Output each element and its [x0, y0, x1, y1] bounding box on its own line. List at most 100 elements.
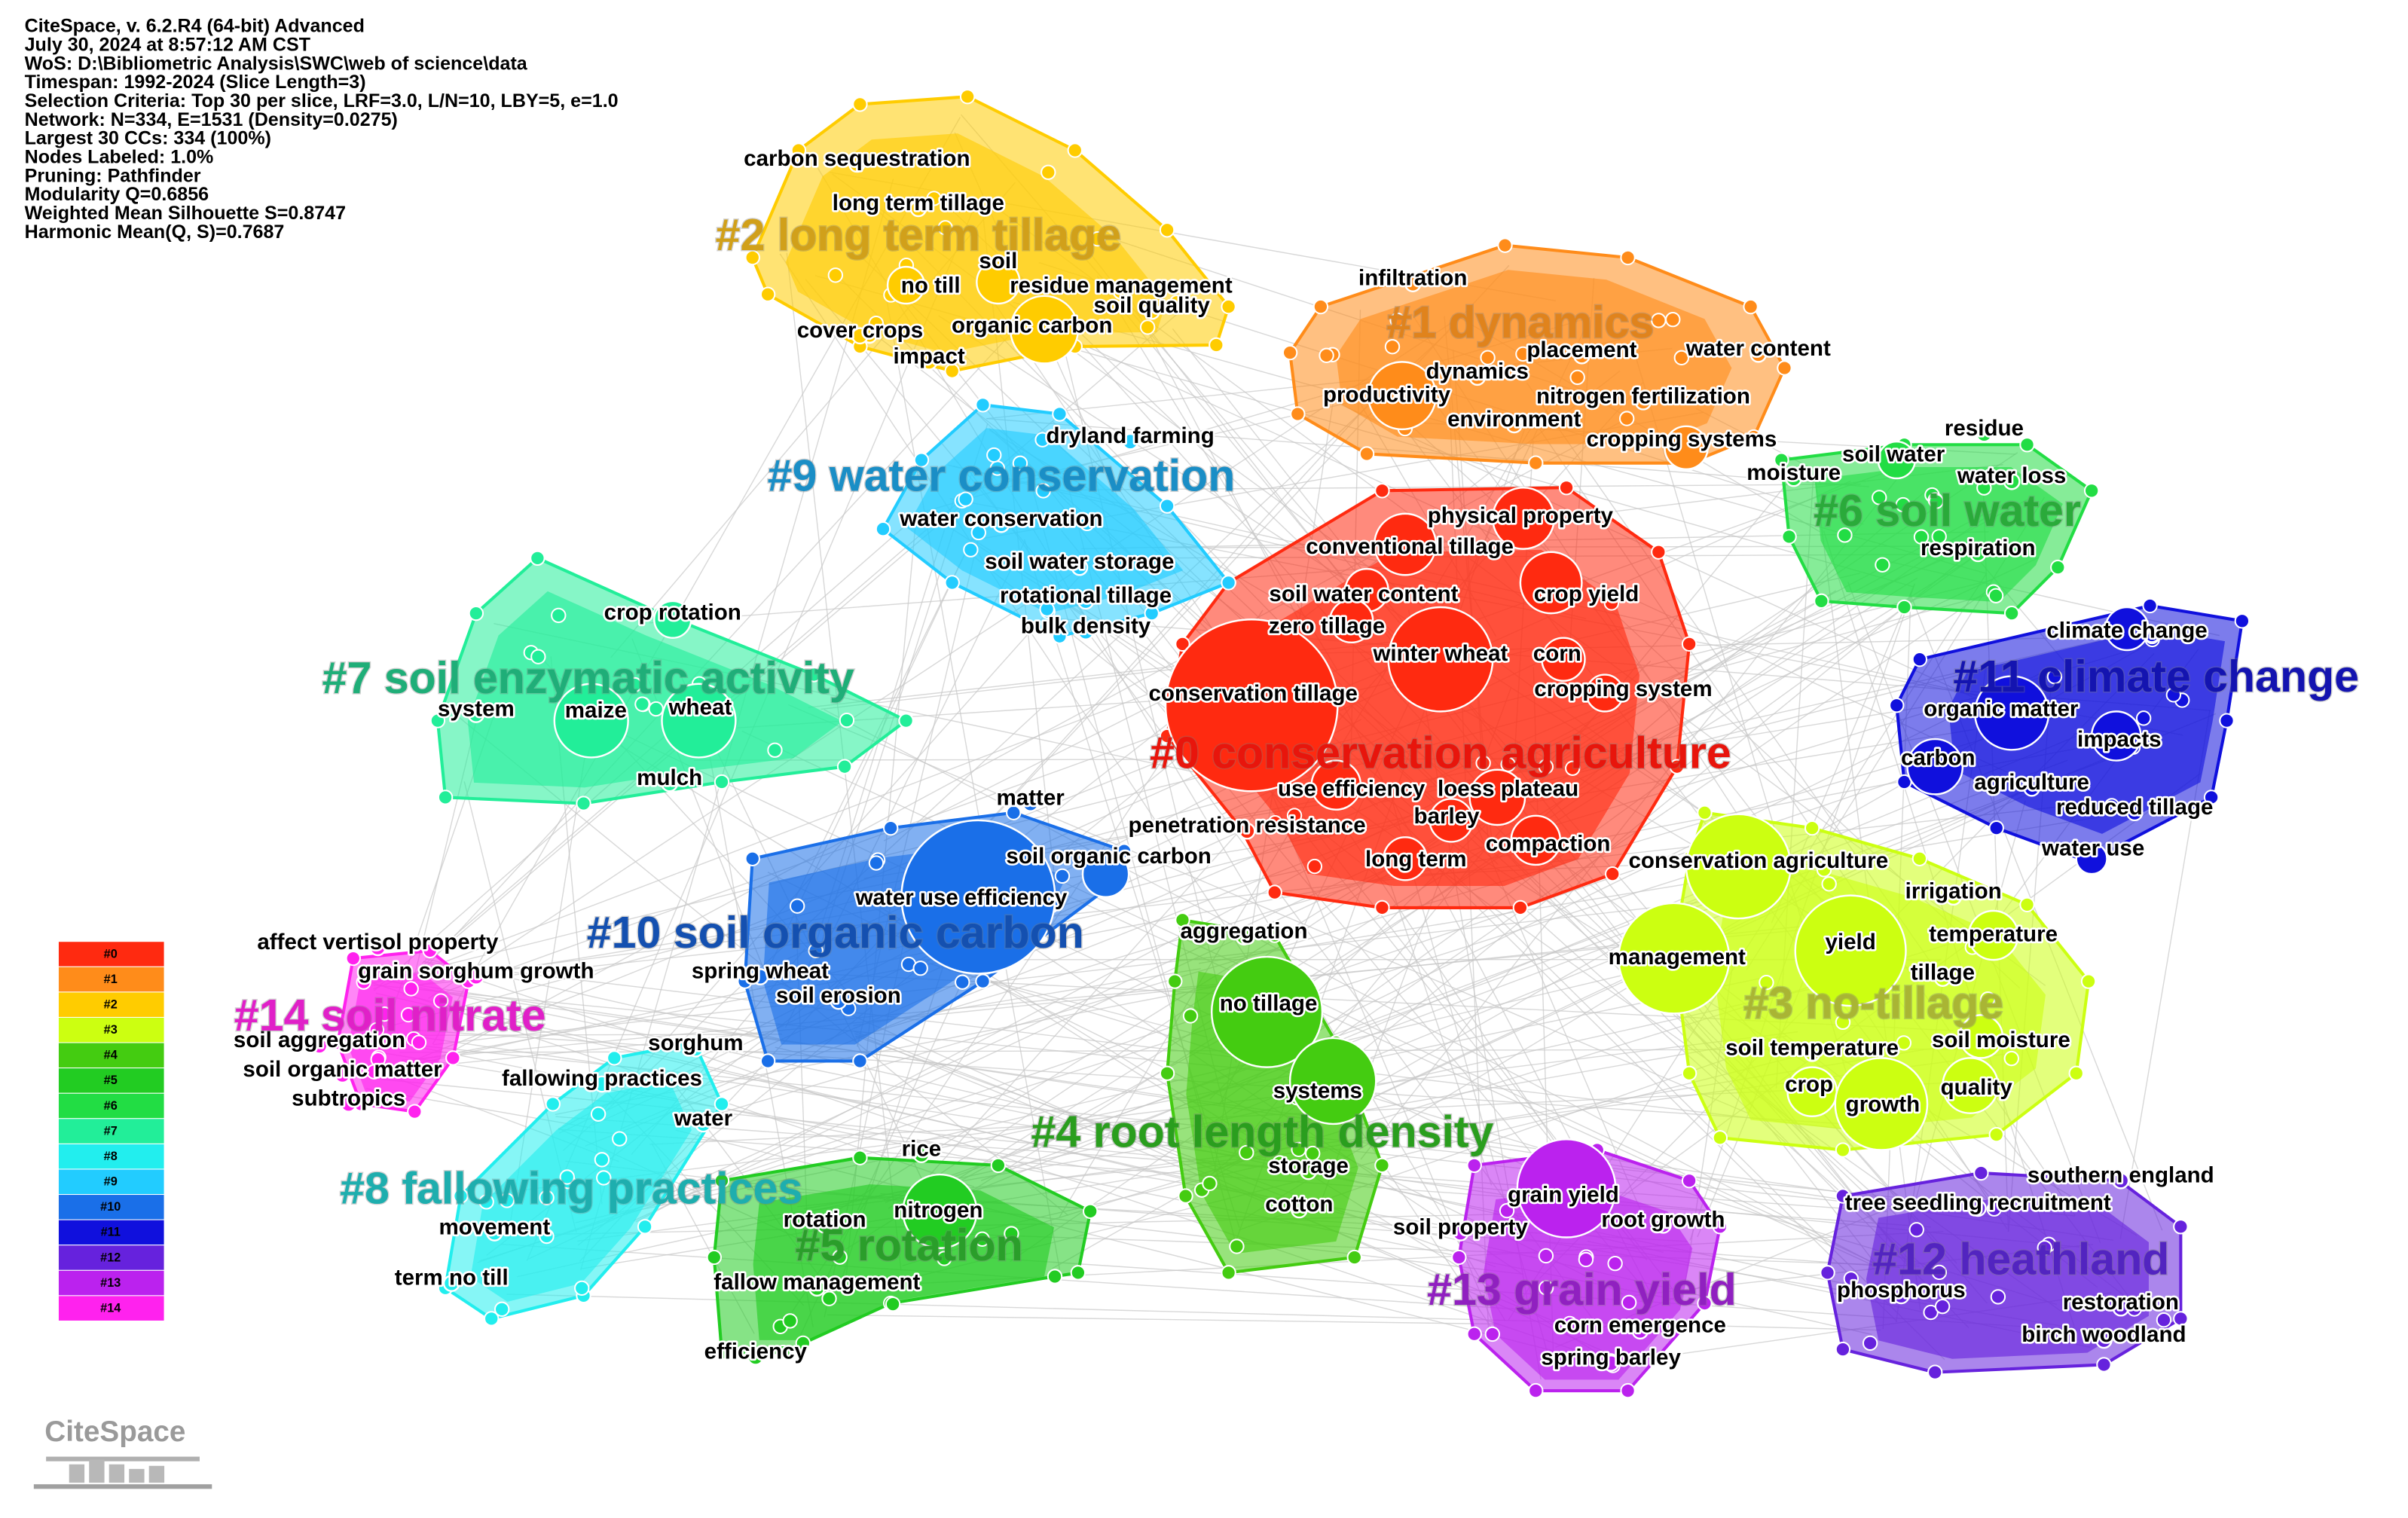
cluster-label: #10 soil organic carbon: [587, 908, 1084, 958]
keyword-label: cropping systems: [1587, 426, 1777, 451]
keyword-label: physical property: [1428, 503, 1614, 528]
node: [370, 1052, 386, 1067]
node: [627, 677, 643, 693]
node: [1908, 1222, 1924, 1238]
link: [411, 1029, 1849, 1126]
node: [1221, 298, 1236, 315]
link: [586, 724, 1617, 1365]
node: [411, 1034, 427, 1050]
keyword-label: water use efficiency: [855, 885, 1068, 910]
node: [1862, 1335, 1878, 1352]
keyword-node: [1071, 558, 1089, 576]
link: [827, 1314, 1499, 1325]
node: [767, 965, 783, 981]
keyword-node: [340, 1095, 358, 1113]
keyword-label: water conservation: [899, 506, 1102, 531]
node: [394, 1061, 410, 1077]
node: [974, 1231, 990, 1247]
node: [1603, 595, 1620, 611]
node: [1681, 1173, 1698, 1189]
legend-swatch: [57, 1194, 165, 1220]
link: [428, 316, 1460, 1000]
node: [1913, 529, 1930, 545]
node: [1267, 927, 1282, 943]
info-line: July 30, 2024 at 8:57:12 AM CST: [25, 35, 311, 56]
legend-swatch: [57, 1118, 165, 1144]
keyword-label: conservation tillage: [1149, 681, 1358, 706]
keyword-node: [1967, 909, 2019, 961]
node: [852, 96, 868, 112]
node: [1774, 452, 1789, 468]
legend-label: #5: [104, 1074, 118, 1087]
keyword-label: systems: [1273, 1078, 1362, 1103]
node: [1538, 759, 1554, 774]
cluster-core: [785, 133, 1167, 353]
node: [714, 1096, 730, 1112]
node: [1346, 1249, 1362, 1266]
node: [1528, 1382, 1544, 1399]
keyword-label: irrigation: [1905, 879, 2002, 904]
keyword-label: cover crops: [797, 318, 923, 343]
keyword-label: soil organic matter: [243, 1057, 442, 1082]
logo-bar: [89, 1459, 105, 1483]
keyword-node: [1009, 295, 1080, 365]
node: [2165, 687, 2182, 703]
link: [562, 331, 1449, 1151]
node: [1466, 1326, 1482, 1342]
legend-label: #7: [104, 1124, 118, 1138]
node: [1004, 1226, 1019, 1242]
legend-swatch: [57, 966, 165, 993]
keyword-label: crop rotation: [604, 600, 741, 625]
node: [1054, 868, 1071, 884]
node: [530, 649, 546, 664]
node: [1896, 599, 1912, 615]
keyword-node: [909, 200, 927, 218]
node: [1272, 1155, 1288, 1171]
keyword-node: [1585, 673, 1624, 713]
node: [1079, 515, 1095, 532]
keyword-node: [2003, 472, 2021, 490]
node: [468, 605, 484, 622]
link: [788, 704, 1749, 1114]
node: [1175, 912, 1190, 928]
node: [2037, 1240, 2052, 1256]
node: [790, 142, 807, 158]
node: [1267, 815, 1283, 831]
node: [2156, 1312, 2172, 1328]
keyword-label: residue management: [1010, 273, 1233, 298]
node: [1374, 899, 1390, 916]
node: [1620, 249, 1636, 266]
legend-swatch: [57, 1219, 165, 1246]
keyword-node: [830, 992, 848, 1010]
keyword-label: maize: [565, 698, 627, 723]
keyword-label: water use: [2041, 836, 2144, 861]
keyword-label: fallowing practices: [502, 1066, 702, 1091]
node: [1052, 406, 1068, 422]
logo-bar: [108, 1464, 125, 1483]
keyword-label: winter wheat: [1372, 641, 1508, 666]
keyword-label: reduced tillage: [2056, 795, 2213, 820]
node: [1931, 1264, 1948, 1281]
node: [1538, 1248, 1554, 1264]
node: [1604, 866, 1621, 882]
cluster-label: #14 soil nitrate: [234, 991, 546, 1040]
keyword-node: [902, 1173, 978, 1249]
node: [545, 1096, 561, 1112]
node: [832, 1249, 848, 1265]
node: [2234, 613, 2251, 629]
node: [1358, 446, 1375, 462]
keyword-label: cropping system: [1534, 677, 1712, 701]
node: [811, 964, 827, 980]
node: [356, 974, 371, 990]
node: [1746, 429, 1762, 445]
keyword-node: [912, 1146, 931, 1164]
keyword-node: [1969, 1199, 1987, 1217]
node: [836, 759, 853, 774]
node: [1159, 222, 1175, 238]
node: [1777, 360, 1792, 376]
keyword-label: carbon sequestration: [744, 146, 970, 171]
keyword-node: [886, 265, 926, 305]
node: [2104, 798, 2120, 814]
node: [1835, 1142, 1851, 1158]
